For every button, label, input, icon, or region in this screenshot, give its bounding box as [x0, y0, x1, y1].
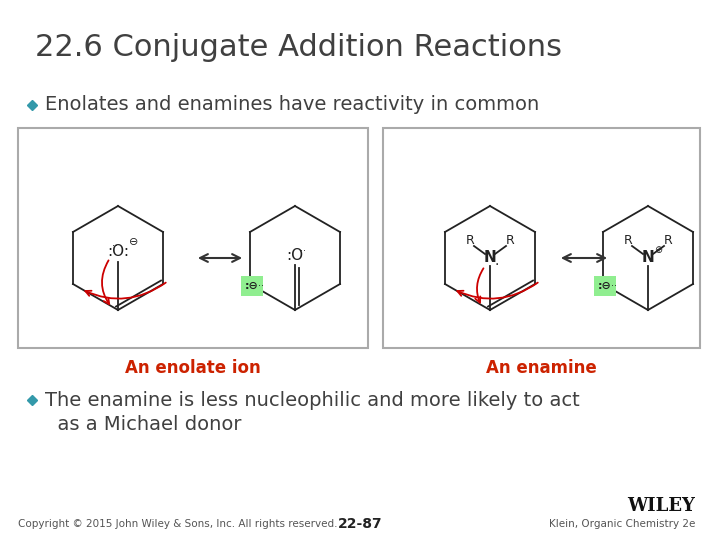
Text: An enolate ion: An enolate ion	[125, 359, 261, 377]
Bar	[594, 276, 616, 296]
Text: ..: ..	[112, 238, 118, 248]
Text: as a Michael donor: as a Michael donor	[45, 415, 241, 435]
Text: Enolates and enamines have reactivity in common: Enolates and enamines have reactivity in…	[45, 96, 539, 114]
Text: ..: ..	[611, 278, 617, 288]
Bar	[241, 276, 263, 296]
Text: Copyright © 2015 John Wiley & Sons, Inc. All rights reserved.: Copyright © 2015 John Wiley & Sons, Inc.…	[18, 519, 338, 529]
Text: ..: ..	[258, 278, 264, 288]
Text: WILEY: WILEY	[627, 497, 695, 515]
Text: Klein, Organic Chemistry 2e: Klein, Organic Chemistry 2e	[549, 519, 695, 529]
Text: :⊖: :⊖	[245, 281, 259, 291]
Text: R: R	[664, 233, 672, 246]
Bar	[383, 128, 700, 348]
Text: R: R	[624, 233, 632, 246]
Text: .: .	[495, 254, 499, 268]
Text: N: N	[642, 251, 654, 266]
Text: :O: :O	[287, 247, 304, 262]
Text: :⊖: :⊖	[598, 281, 612, 291]
Bar	[18, 128, 368, 348]
Text: 22.6 Conjugate Addition Reactions: 22.6 Conjugate Addition Reactions	[35, 33, 562, 63]
Text: 22-87: 22-87	[338, 517, 382, 531]
Text: R: R	[466, 233, 474, 246]
Text: ⊕: ⊕	[654, 245, 662, 255]
Text: ..: ..	[300, 243, 306, 253]
Text: ⊖: ⊖	[130, 237, 139, 247]
Text: R: R	[505, 233, 514, 246]
Text: The enamine is less nucleophilic and more likely to act: The enamine is less nucleophilic and mor…	[45, 390, 580, 409]
Text: :O:: :O:	[107, 245, 129, 260]
Text: N: N	[484, 251, 496, 266]
Text: An enamine: An enamine	[485, 359, 596, 377]
